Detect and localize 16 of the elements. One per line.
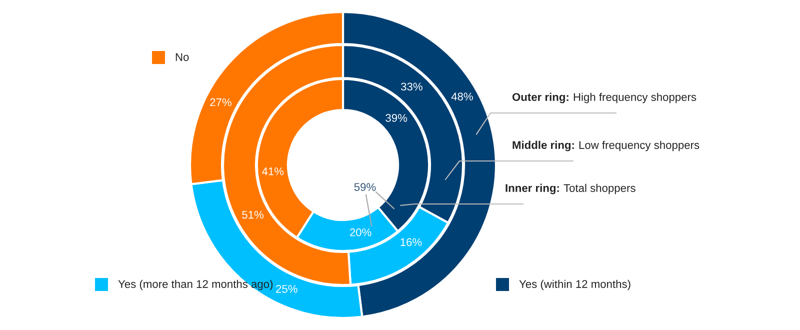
data-label: 41% [262, 167, 284, 176]
legend-label: Yes (within 12 months) [519, 280, 630, 290]
data-label: 33% [400, 82, 422, 91]
slice-label: Outer ring: High frequency shoppers [512, 92, 696, 104]
slice-label: Middle ring: Low frequency shoppers [512, 140, 700, 152]
data-label: 16% [400, 238, 422, 246]
data-label: 48% [451, 92, 473, 100]
data-label: 39% [386, 114, 408, 122]
legend-label: No [176, 53, 189, 61]
data-label: 27% [210, 98, 232, 106]
slice-label: Inner ring: Total shoppers [506, 184, 636, 194]
text: 59% [354, 183, 376, 191]
data-label: 25% [276, 284, 298, 293]
legend-label: Yes (more than 12 months ago) [118, 280, 273, 290]
data-label: 51% [242, 210, 264, 219]
data-label: 20% [350, 228, 372, 236]
